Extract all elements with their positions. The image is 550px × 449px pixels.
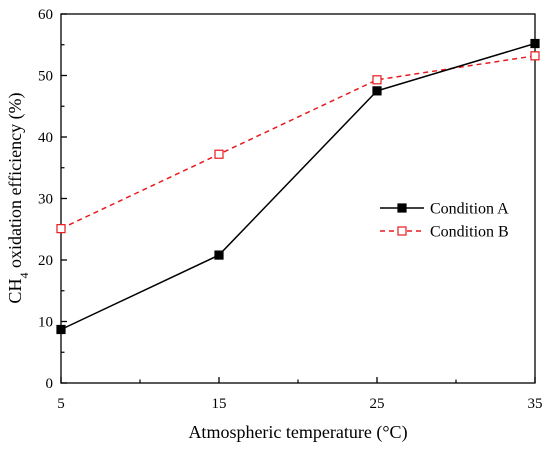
y-tick-label: 10 bbox=[38, 315, 53, 331]
x-axis-title: Atmospheric temperature (°C) bbox=[188, 422, 407, 443]
data-point bbox=[372, 75, 382, 85]
plot-frame bbox=[60, 13, 536, 384]
series-layer bbox=[56, 38, 540, 335]
y-axis-title-suffix: oxidation efficiency (%) bbox=[5, 92, 26, 272]
y-tick-label: 40 bbox=[38, 130, 53, 146]
data-point bbox=[530, 51, 540, 61]
legend-marker bbox=[397, 226, 407, 236]
data-point bbox=[214, 250, 224, 260]
y-axis-title-prefix: CH bbox=[5, 279, 25, 304]
series-line bbox=[60, 42, 536, 331]
y-tick-label: 0 bbox=[46, 376, 54, 392]
data-point bbox=[56, 224, 66, 234]
legend: Condition A Condition B bbox=[380, 201, 509, 241]
x-tick-label: 15 bbox=[212, 396, 227, 412]
legend-label: Condition A bbox=[430, 201, 509, 218]
x-tick-label: 25 bbox=[370, 396, 385, 412]
y-tick-label: 30 bbox=[38, 192, 53, 208]
y-tick-label: 20 bbox=[38, 253, 53, 269]
x-tick-label: 35 bbox=[528, 396, 543, 412]
axes: 5 15 25 35 0 10 20 30 40 50 60 bbox=[38, 7, 543, 412]
data-point bbox=[530, 38, 540, 49]
y-tick-label: 60 bbox=[38, 7, 53, 23]
y-tick-label: 50 bbox=[38, 69, 53, 85]
legend-label: Condition B bbox=[430, 224, 509, 241]
y-axis-title-subscript: 4 bbox=[17, 273, 31, 279]
series-line bbox=[60, 55, 536, 230]
x-tick-label: 5 bbox=[57, 396, 65, 412]
legend-marker bbox=[397, 203, 407, 213]
y-axis-title: CH4 oxidation efficiency (%) bbox=[5, 92, 31, 303]
data-point bbox=[56, 324, 66, 335]
data-point bbox=[372, 86, 382, 96]
data-point bbox=[214, 149, 224, 159]
